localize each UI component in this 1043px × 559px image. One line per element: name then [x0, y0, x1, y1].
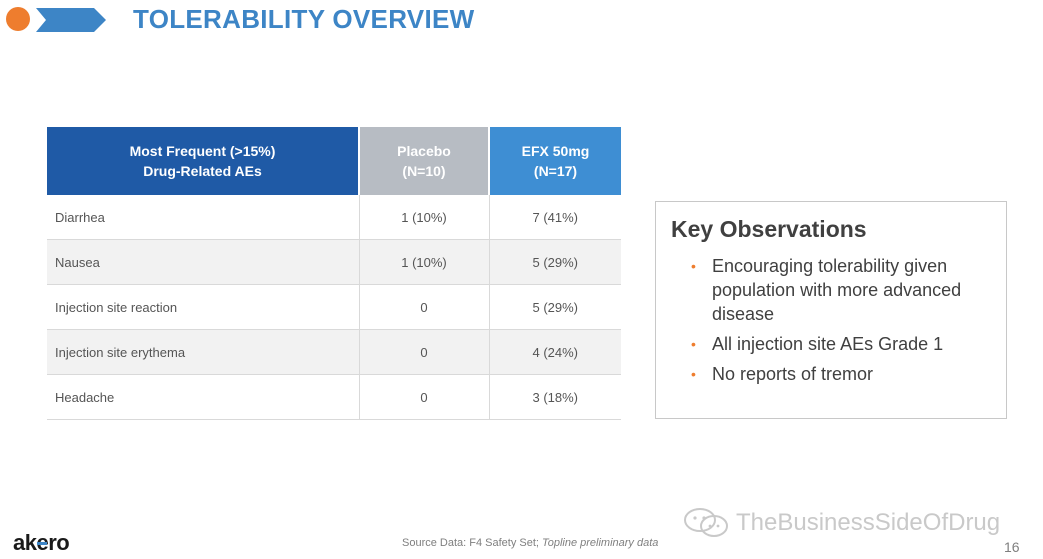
- key-observations-box: Key Observations • Encouraging tolerabil…: [655, 201, 1007, 419]
- table-header-row: Most Frequent (>15%) Drug-Related AEs Pl…: [47, 127, 621, 195]
- header-arrow-icon: [36, 8, 106, 32]
- placebo-cell: 1 (10%): [358, 195, 489, 240]
- bullet-dot-icon: •: [691, 336, 696, 352]
- ae-name-cell: Diarrhea: [47, 195, 359, 240]
- list-item: • Encouraging tolerability given populat…: [688, 254, 988, 326]
- table-row: Nausea 1 (10%) 5 (29%): [47, 239, 621, 285]
- header-placebo-line1: Placebo: [397, 143, 451, 159]
- page-title: TOLERABILITY OVERVIEW: [133, 4, 475, 34]
- list-item: • All injection site AEs Grade 1: [688, 332, 988, 356]
- watermark: TheBusinessSideOfDrug: [682, 506, 1000, 540]
- header-placebo: Placebo (N=10): [359, 127, 490, 195]
- page-number: 16: [1004, 539, 1020, 555]
- ae-name-cell: Injection site reaction: [47, 284, 359, 330]
- source-note: Source Data: F4 Safety Set; Topline prel…: [402, 537, 658, 549]
- observations-list: • Encouraging tolerability given populat…: [688, 254, 988, 392]
- header-efx-line1: EFX 50mg: [521, 143, 590, 159]
- akero-logo: akero: [13, 530, 70, 556]
- source-text: Source Data: F4 Safety Set;: [402, 537, 543, 549]
- observation-text: No reports of tremor: [712, 364, 874, 384]
- ae-name-cell: Nausea: [47, 239, 359, 285]
- logo-text-prefix: ak: [13, 530, 37, 555]
- watermark-text: TheBusinessSideOfDrug: [736, 509, 1001, 536]
- header-efx: EFX 50mg (N=17): [489, 127, 621, 195]
- efx-cell: 3 (18%): [488, 374, 621, 420]
- placebo-cell: 0: [358, 329, 489, 375]
- list-item: • No reports of tremor: [688, 362, 988, 386]
- placebo-cell: 0: [358, 374, 489, 420]
- header-ae: Most Frequent (>15%) Drug-Related AEs: [47, 127, 360, 195]
- logo-e-mark: e: [36, 530, 48, 556]
- table-row: Headache 0 3 (18%): [47, 374, 621, 420]
- efx-cell: 5 (29%): [488, 284, 621, 330]
- efx-cell: 4 (24%): [488, 329, 621, 375]
- efx-cell: 5 (29%): [488, 239, 621, 285]
- source-italic-text: Topline preliminary data: [542, 537, 659, 549]
- observation-text: Encouraging tolerability given populatio…: [712, 256, 962, 324]
- adverse-events-table: Most Frequent (>15%) Drug-Related AEs Pl…: [47, 127, 621, 420]
- table-row: Injection site erythema 0 4 (24%): [47, 329, 621, 375]
- placebo-cell: 0: [358, 284, 489, 330]
- header-efx-line2: (N=17): [533, 163, 578, 179]
- ae-name-cell: Injection site erythema: [47, 329, 359, 375]
- bullet-dot-icon: •: [691, 366, 696, 382]
- ae-name-cell: Headache: [47, 374, 359, 420]
- observation-text: All injection site AEs Grade 1: [712, 334, 944, 354]
- logo-text-suffix: ro: [48, 530, 70, 555]
- bullet-dot-icon: •: [691, 258, 696, 274]
- key-observations-title: Key Observations: [671, 216, 867, 242]
- table-row: Injection site reaction 0 5 (29%): [47, 284, 621, 330]
- efx-cell: 7 (41%): [488, 195, 621, 240]
- chat-bubble-icon: [684, 508, 728, 537]
- header-ae-line2: Drug-Related AEs: [143, 163, 262, 179]
- placebo-cell: 1 (10%): [358, 239, 489, 285]
- header-ae-line1: Most Frequent (>15%): [129, 143, 276, 159]
- header-dot-icon: [6, 7, 30, 31]
- table-row: Diarrhea 1 (10%) 7 (41%): [47, 195, 621, 240]
- logo-bar-icon: [37, 542, 48, 545]
- header-placebo-line2: (N=10): [402, 163, 446, 179]
